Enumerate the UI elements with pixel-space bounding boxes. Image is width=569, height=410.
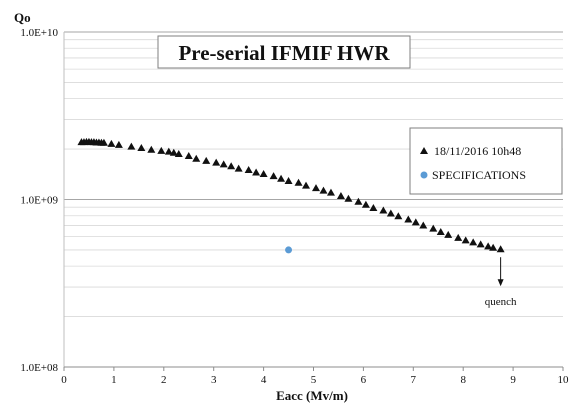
data-point-measured xyxy=(127,142,136,150)
data-point-measured xyxy=(311,184,320,192)
data-point-measured xyxy=(436,227,445,235)
data-point-measured xyxy=(361,200,370,208)
legend-series-measured: 18/11/2016 10h48 xyxy=(434,144,521,158)
data-point-measured xyxy=(302,181,311,189)
x-tick-label: 6 xyxy=(361,374,367,386)
data-point-measured xyxy=(234,164,243,172)
x-tick-label: 8 xyxy=(460,374,466,386)
data-point-measured xyxy=(344,194,353,202)
data-point-measured xyxy=(429,224,438,232)
data-point-measured xyxy=(252,168,261,176)
data-point-measured xyxy=(484,242,493,250)
data-point-measured xyxy=(269,172,278,180)
data-point-measured xyxy=(284,176,293,184)
data-point-measured xyxy=(157,146,166,154)
data-point-measured xyxy=(277,174,286,182)
data-point-measured xyxy=(461,236,470,244)
x-axis-label: Eacc (Mv/m) xyxy=(276,388,348,403)
data-point-measured xyxy=(294,178,303,186)
y-tick-label: 1.0E+09 xyxy=(20,195,58,207)
data-point-measured xyxy=(107,139,116,147)
data-point-measured xyxy=(174,149,183,157)
data-point-measured xyxy=(244,166,253,174)
x-tick-label: 9 xyxy=(510,374,516,386)
grid-layer xyxy=(64,31,563,368)
data-point-measured xyxy=(99,138,108,146)
quench-annotation: quench xyxy=(485,257,517,308)
legend-series-spec: SPECIFICATIONS xyxy=(432,168,526,182)
data-point-measured xyxy=(444,230,453,238)
data-point-measured xyxy=(227,162,236,170)
quench-arrowhead xyxy=(497,279,504,287)
data-point-measured xyxy=(469,238,478,246)
x-tick-label: 3 xyxy=(211,374,217,386)
x-tick-label: 7 xyxy=(411,374,417,386)
data-point-measured xyxy=(336,191,345,199)
data-point-measured xyxy=(476,240,485,248)
data-point-measured xyxy=(147,145,156,153)
data-point-measured xyxy=(394,212,403,220)
data-point-measured xyxy=(319,186,328,194)
data-point-measured xyxy=(354,197,363,205)
data-point-measured xyxy=(369,203,378,211)
data-point-measured xyxy=(192,154,201,162)
data-point-measured xyxy=(184,151,193,159)
data-point-measured xyxy=(212,158,221,166)
legend: 18/11/2016 10h48 SPECIFICATIONS xyxy=(409,127,563,195)
data-point-measured xyxy=(164,147,173,155)
x-tick-label: 0 xyxy=(61,374,67,386)
legend-border xyxy=(409,127,563,195)
chart-title: Pre-serial IFMIF HWR xyxy=(178,41,390,65)
axis-layer: 1.0E+08 1.0E+09 1.0E+10 0 1 2 3 4 5 6 7 8 9 10 xyxy=(20,27,569,386)
data-point-measured xyxy=(419,221,428,229)
data-point-measured xyxy=(137,143,146,151)
data-point-measured xyxy=(411,218,420,226)
legend-triangle-marker xyxy=(420,147,428,154)
x-tick-label: 1 xyxy=(111,374,117,386)
data-point-specification xyxy=(285,246,293,254)
chart-title-box: Pre-serial IFMIF HWR xyxy=(157,35,411,69)
data-point-measured xyxy=(259,169,268,177)
data-point-measured xyxy=(326,188,335,196)
data-point-measured xyxy=(202,156,211,164)
x-tick-label: 10 xyxy=(558,374,569,386)
y-axis-label: Qo xyxy=(14,10,31,25)
data-point-measured xyxy=(489,243,498,251)
x-tick-label: 2 xyxy=(161,374,167,386)
data-point-measured xyxy=(496,245,505,253)
data-point-measured xyxy=(386,209,395,217)
y-tick-label: 1.0E+08 xyxy=(20,362,58,374)
data-point-measured xyxy=(404,215,413,223)
x-tick-label: 4 xyxy=(261,374,267,386)
quench-label: quench xyxy=(485,296,517,308)
data-point-measured xyxy=(114,140,123,148)
title-border xyxy=(157,35,411,69)
data-point-measured xyxy=(454,233,463,241)
data-point-measured xyxy=(379,206,388,214)
data-layer xyxy=(77,137,505,254)
y-tick-label: 1.0E+10 xyxy=(20,27,58,39)
data-point-measured xyxy=(219,160,228,168)
legend-circle-marker xyxy=(420,171,428,179)
data-point-measured xyxy=(169,148,178,156)
x-tick-label: 5 xyxy=(311,374,317,386)
